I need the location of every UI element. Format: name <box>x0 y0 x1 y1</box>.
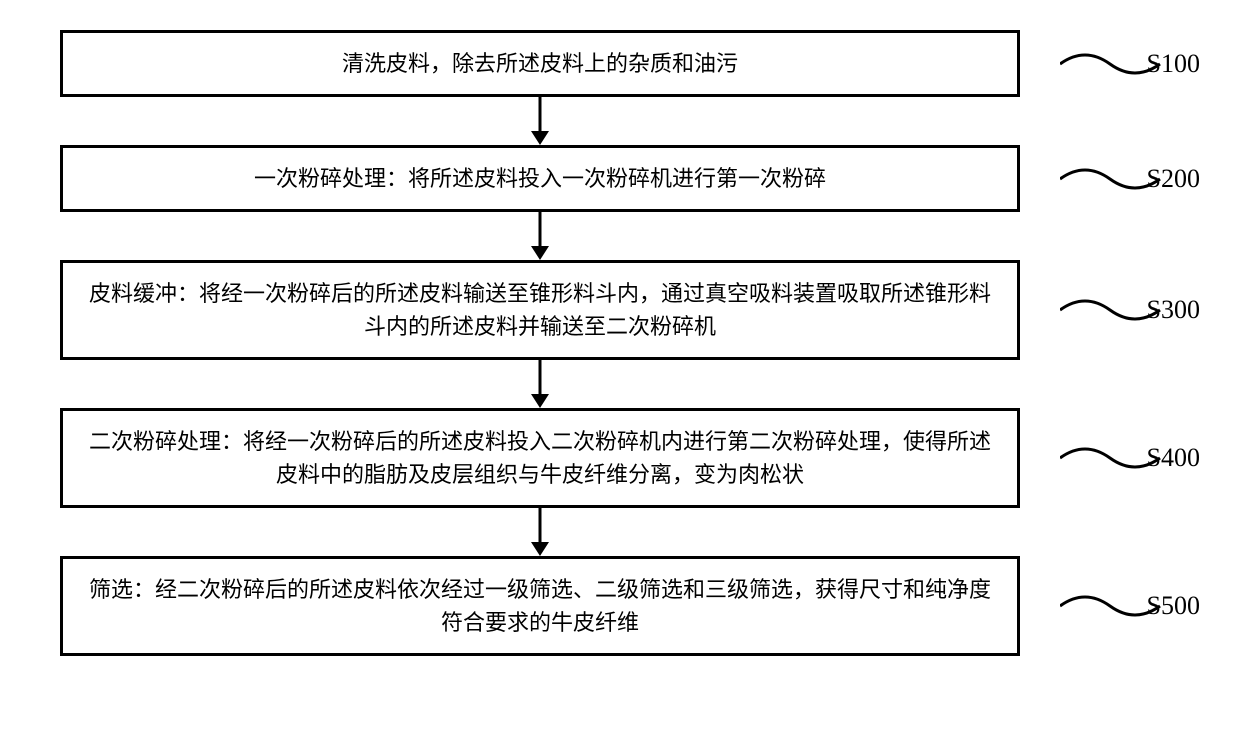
step-text: 皮料缓冲：将经一次粉碎后的所述皮料输送至锥形料斗内，通过真空吸料装置吸取所述锥形… <box>83 277 997 343</box>
step-label-s500: S500 <box>1147 591 1200 621</box>
flowchart-container: 清洗皮料，除去所述皮料上的杂质和油污 S100 一次粉碎处理：将所述皮料投入一次… <box>60 30 1180 656</box>
arrow-s100-s200 <box>60 97 1020 145</box>
step-row-s500: 筛选：经二次粉碎后的所述皮料依次经过一级筛选、二级筛选和三级筛选，获得尺寸和纯净… <box>60 556 1180 656</box>
step-box-s300: 皮料缓冲：将经一次粉碎后的所述皮料输送至锥形料斗内，通过真空吸料装置吸取所述锥形… <box>60 260 1020 360</box>
arrow-s200-s300 <box>60 212 1020 260</box>
arrow-s400-s500 <box>60 508 1020 556</box>
step-text: 筛选：经二次粉碎后的所述皮料依次经过一级筛选、二级筛选和三级筛选，获得尺寸和纯净… <box>83 573 997 639</box>
step-text: 清洗皮料，除去所述皮料上的杂质和油污 <box>342 47 738 80</box>
step-text: 一次粉碎处理：将所述皮料投入一次粉碎机进行第一次粉碎 <box>254 162 826 195</box>
step-label-s200: S200 <box>1147 164 1200 194</box>
step-box-s200: 一次粉碎处理：将所述皮料投入一次粉碎机进行第一次粉碎 <box>60 145 1020 212</box>
step-box-s400: 二次粉碎处理：将经一次粉碎后的所述皮料投入二次粉碎机内进行第二次粉碎处理，使得所… <box>60 408 1020 508</box>
step-row-s100: 清洗皮料，除去所述皮料上的杂质和油污 S100 <box>60 30 1180 97</box>
step-label-s100: S100 <box>1147 49 1200 79</box>
step-label-s300: S300 <box>1147 295 1200 325</box>
step-row-s300: 皮料缓冲：将经一次粉碎后的所述皮料输送至锥形料斗内，通过真空吸料装置吸取所述锥形… <box>60 260 1180 360</box>
step-text: 二次粉碎处理：将经一次粉碎后的所述皮料投入二次粉碎机内进行第二次粉碎处理，使得所… <box>83 425 997 491</box>
step-label-s400: S400 <box>1147 443 1200 473</box>
step-box-s500: 筛选：经二次粉碎后的所述皮料依次经过一级筛选、二级筛选和三级筛选，获得尺寸和纯净… <box>60 556 1020 656</box>
step-row-s200: 一次粉碎处理：将所述皮料投入一次粉碎机进行第一次粉碎 S200 <box>60 145 1180 212</box>
step-row-s400: 二次粉碎处理：将经一次粉碎后的所述皮料投入二次粉碎机内进行第二次粉碎处理，使得所… <box>60 408 1180 508</box>
step-box-s100: 清洗皮料，除去所述皮料上的杂质和油污 <box>60 30 1020 97</box>
arrow-s300-s400 <box>60 360 1020 408</box>
